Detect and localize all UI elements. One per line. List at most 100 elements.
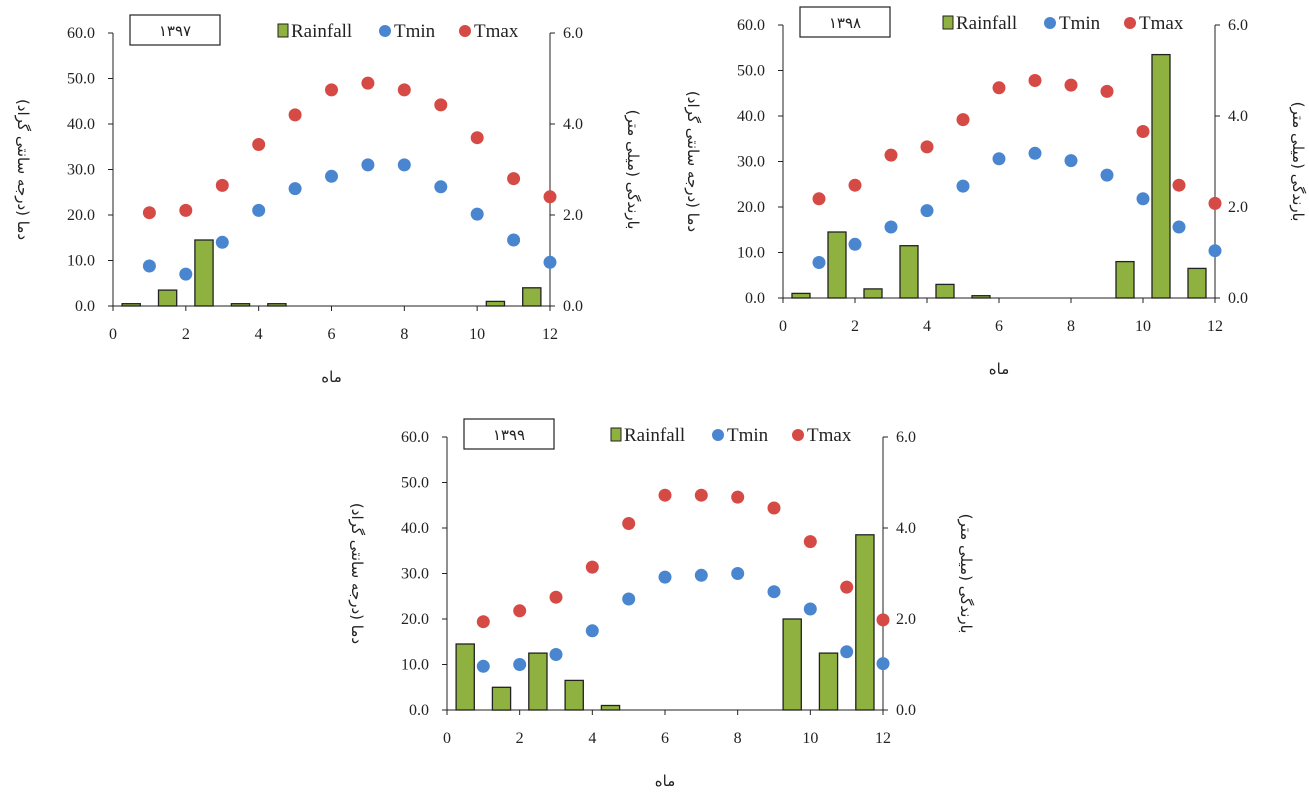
legend-rainfall-swatch — [942, 15, 954, 30]
tmax-point — [1172, 178, 1186, 192]
legend-tmin-label: Tmin — [727, 425, 769, 446]
tmax-point — [361, 76, 375, 90]
x-tick-label: 10 — [469, 326, 485, 343]
tmin-point — [803, 602, 817, 616]
tmax-point — [549, 590, 563, 604]
y2-axis-title: بارندگی (میلی متر) — [624, 110, 642, 230]
x-tick-label: 4 — [923, 318, 931, 335]
tmax-point — [470, 131, 484, 145]
tmax-point — [434, 98, 448, 112]
legend-tmin-swatch — [712, 429, 724, 441]
rainfall-bar — [194, 239, 214, 307]
tmin-point — [361, 158, 375, 172]
y-tick-label: 30.0 — [737, 154, 765, 171]
y2-tick-label: 0.0 — [563, 298, 583, 315]
rainfall-bar — [899, 245, 919, 299]
rainfall-bar — [1187, 267, 1207, 299]
x-tick-label: 2 — [182, 326, 190, 343]
tmax-point — [694, 488, 708, 502]
rainfall-bar — [600, 704, 621, 711]
y-tick-label: 10.0 — [737, 245, 765, 262]
tmin-point — [1172, 220, 1186, 234]
year-label: ۱۳۹۹ — [493, 426, 525, 444]
tmin-point — [694, 568, 708, 582]
x-tick-label: 12 — [542, 326, 558, 343]
tmin-point — [252, 203, 266, 217]
tmin-point — [434, 180, 448, 194]
rainfall-bar — [564, 679, 584, 711]
tmax-point — [513, 604, 527, 618]
rainfall-bar — [863, 288, 883, 299]
y-tick-label: 40.0 — [737, 108, 765, 125]
y-tick-label: 60.0 — [737, 17, 765, 34]
tmax-point — [585, 560, 599, 574]
tmin-point — [507, 233, 521, 247]
tmin-point — [920, 204, 934, 218]
tmax-point — [142, 206, 156, 220]
tmin-point — [876, 657, 890, 671]
tmax-point — [1208, 196, 1222, 210]
tmax-point — [507, 172, 521, 186]
tmax-point — [252, 138, 266, 151]
y-tick-label: 30.0 — [67, 162, 95, 179]
y-tick-label: 20.0 — [737, 199, 765, 216]
tmin-point — [397, 158, 411, 172]
rainfall-bar — [782, 618, 802, 711]
tmin-point — [658, 570, 672, 584]
tmax-point — [767, 501, 781, 515]
y-tick-label: 60.0 — [401, 429, 429, 446]
y-tick-label: 40.0 — [67, 116, 95, 133]
year-box — [463, 418, 555, 450]
legend-tmin-swatch — [379, 25, 391, 37]
y2-tick-label: 6.0 — [896, 429, 916, 446]
tmax-point — [803, 535, 817, 549]
y2-axis-title: بارندگی (میلی متر) — [957, 514, 975, 634]
tmin-point — [549, 648, 563, 661]
x-tick-label: 12 — [1207, 318, 1223, 335]
tmin-point — [1064, 154, 1078, 168]
rainfall-bar — [818, 652, 839, 711]
y2-tick-label: 0.0 — [896, 702, 916, 719]
tmax-point — [812, 192, 826, 206]
x-tick-label: 10 — [802, 730, 818, 747]
y2-tick-label: 4.0 — [1228, 108, 1248, 125]
y-tick-label: 60.0 — [67, 25, 95, 42]
chart-panel-3: 0.0 10.0 20.0 30.0 40.0 50.0 60.0 0.0 2.0 4.0 6.0 0… — [348, 418, 975, 790]
y-tick-label: 20.0 — [401, 611, 429, 628]
tmax-point — [1028, 74, 1042, 87]
tmax-point — [397, 83, 411, 97]
tmin-point — [848, 237, 862, 251]
legend-tmax-swatch — [459, 25, 471, 37]
x-tick-label: 10 — [1135, 318, 1151, 335]
tmax-point — [884, 148, 898, 162]
year-box — [799, 6, 891, 38]
legend-tmax-label: Tmax — [474, 21, 519, 42]
tmin-point — [142, 259, 156, 273]
tmax-point — [622, 517, 636, 530]
rainfall-bar — [791, 292, 811, 299]
y2-axis-title: بارندگی (میلی متر) — [1289, 102, 1307, 222]
tmin-point — [840, 645, 854, 659]
rainfall-bar — [157, 289, 178, 307]
y-tick-label: 50.0 — [737, 63, 765, 80]
tmin-point — [585, 624, 599, 638]
y-tick-label: 10.0 — [401, 657, 429, 674]
x-axis-title: ماه — [321, 368, 341, 386]
rainfall-bar — [491, 686, 512, 711]
x-tick-label: 2 — [851, 318, 859, 335]
y2-tick-label: 2.0 — [563, 207, 583, 224]
tmin-point — [470, 207, 484, 221]
y-tick-label: 0.0 — [745, 290, 765, 307]
chart-panel-1: 0.0 10.0 20.0 30.0 40.0 50.0 60.0 0.0 2.0 4.0 6.0 0… — [14, 14, 642, 386]
y-tick-label: 30.0 — [401, 566, 429, 583]
y2-tick-label: 6.0 — [563, 25, 583, 42]
x-tick-label: 4 — [588, 730, 596, 747]
y-tick-label: 0.0 — [409, 702, 429, 719]
legend-tmax-label: Tmax — [807, 425, 852, 446]
legend: Rainfall Tmin Tmax — [277, 21, 519, 42]
legend-tmin-label: Tmin — [1059, 13, 1101, 34]
tmax-point — [876, 613, 890, 627]
x-tick-label: 12 — [875, 730, 891, 747]
tmax-point — [731, 490, 745, 504]
y-tick-label: 20.0 — [67, 207, 95, 224]
